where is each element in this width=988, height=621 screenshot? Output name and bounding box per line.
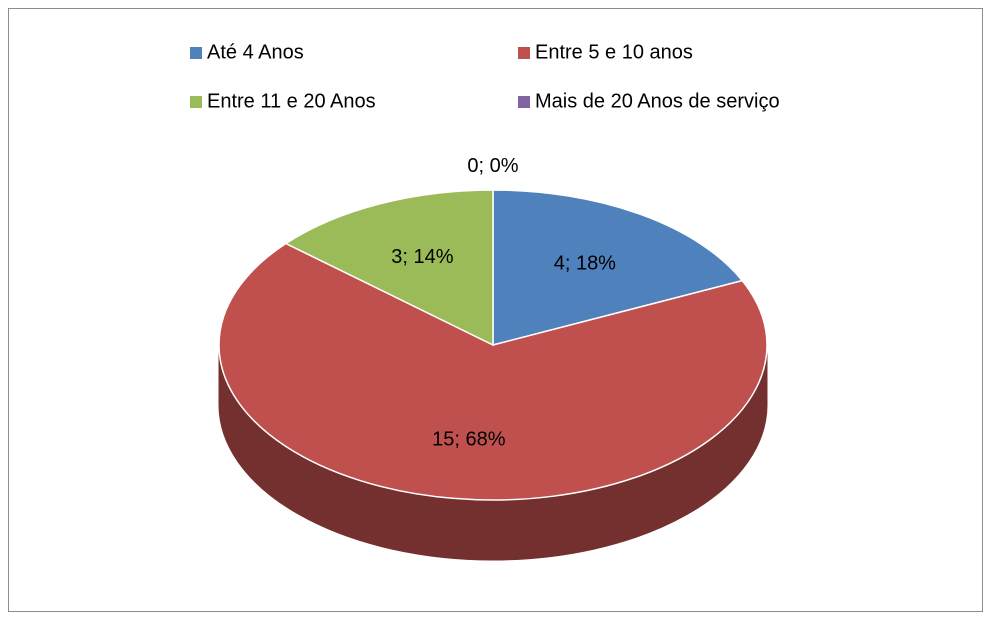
slice — [284, 189, 494, 347]
legend-swatch — [190, 47, 202, 59]
legend-swatch — [518, 96, 530, 108]
legend-label: Entre 11 e 20 Anos — [207, 90, 376, 112]
data-label: 0; 0% — [467, 155, 518, 177]
data-label: 15; 68% — [432, 428, 506, 450]
legend-label: Entre 5 e 10 anos — [535, 41, 693, 63]
legend-label: Até 4 Anos — [207, 41, 304, 63]
data-label: 4; 18% — [554, 252, 616, 274]
slice — [218, 242, 768, 501]
data-label: 3; 14% — [391, 246, 453, 268]
slice — [492, 189, 744, 346]
legend-label: Mais de 20 Anos de serviço — [535, 90, 780, 112]
legend-swatch — [190, 96, 202, 108]
legend-swatch — [518, 47, 530, 59]
